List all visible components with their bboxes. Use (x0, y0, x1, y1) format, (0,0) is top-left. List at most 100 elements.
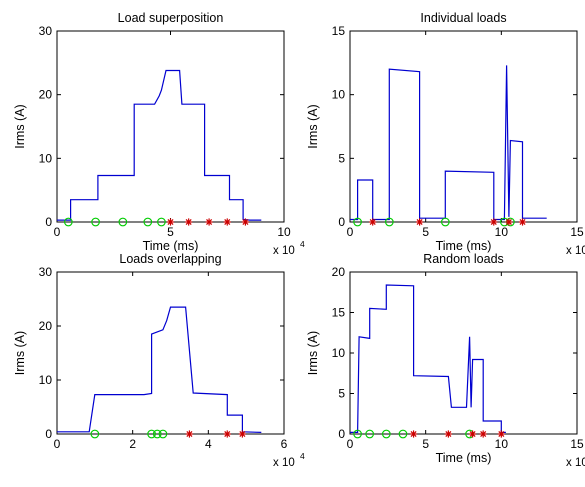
on-event-marker (143, 217, 153, 227)
off-event-marker (238, 430, 246, 438)
on-event-marker (90, 429, 100, 439)
x-multiplier-label: x 10 (273, 457, 295, 469)
on-event-marker (63, 217, 73, 227)
x-tick-label: 10 (495, 437, 509, 451)
x-tick-label: 2 (129, 437, 136, 451)
series-line (57, 69, 262, 221)
x-tick-label: 10 (277, 225, 291, 239)
subplot-3: Loads overlapping 0 2 4 6 0 10 20 30 Irms (A) x 10… (13, 252, 305, 469)
y-axis-label: Irms (A) (306, 104, 320, 148)
y-tick-label: 5 (338, 151, 345, 165)
off-event-marker (505, 218, 513, 226)
off-event-marker (490, 218, 498, 226)
off-event-marker (205, 218, 213, 226)
on-event-marker (118, 217, 128, 227)
off-event-marker (416, 218, 424, 226)
series-line (350, 65, 547, 221)
off-event-stroke (206, 218, 213, 226)
y-tick-label: 20 (332, 265, 346, 279)
on-event-marker (381, 429, 391, 439)
on-event-marker (353, 429, 362, 439)
y-tick-label: 5 (338, 387, 345, 401)
axes-box (349, 30, 578, 223)
y-axis-label: Irms (A) (13, 104, 27, 148)
off-event-marker (223, 430, 231, 438)
off-event-stroke (410, 430, 417, 438)
subplot-title: Random loads (423, 252, 504, 266)
off-event-marker (468, 430, 477, 438)
y-tick-label: 10 (332, 346, 346, 360)
axes-box (56, 30, 285, 223)
y-axis-label: Irms (A) (13, 331, 27, 375)
off-event-marker (166, 218, 175, 226)
y-tick-label: 0 (338, 427, 345, 441)
y-tick-label: 0 (45, 427, 52, 441)
off-event-stroke (224, 218, 231, 226)
on-event-marker (152, 429, 162, 439)
x-multiplier-exponent: 4 (300, 239, 305, 249)
x-tick-label: 10 (495, 225, 509, 239)
off-event-stroke (224, 430, 231, 438)
x-tick-label: 15 (570, 437, 584, 451)
x-multiplier-label: x 10 (566, 245, 585, 257)
off-event-stroke (445, 430, 452, 438)
y-tick-label: 20 (39, 88, 53, 102)
x-tick-label: 0 (347, 225, 354, 239)
y-tick-label: 20 (39, 319, 53, 333)
y-tick-label: 30 (39, 24, 53, 38)
on-event-marker (157, 217, 166, 227)
on-event-marker (147, 429, 156, 439)
off-event-stroke (505, 218, 512, 226)
off-event-stroke (469, 430, 476, 438)
on-event-marker (398, 429, 408, 439)
x-multiplier-exponent: 4 (300, 451, 305, 461)
off-event-stroke (416, 218, 423, 226)
on-event-marker (365, 429, 375, 439)
off-event-marker (185, 218, 193, 226)
subplot-title: Load superposition (118, 11, 224, 25)
on-event-marker (158, 429, 168, 439)
y-tick-label: 10 (332, 88, 346, 102)
x-axis-label: Time (ms) (143, 239, 199, 253)
x-tick-label: 5 (422, 225, 429, 239)
off-event-stroke (490, 218, 497, 226)
on-event-marker (384, 217, 394, 227)
x-tick-label: 5 (167, 225, 174, 239)
x-tick-label: 0 (54, 437, 61, 451)
axes-box (349, 271, 578, 435)
off-event-marker (409, 430, 418, 438)
subplot-title: Individual loads (420, 11, 506, 25)
off-event-stroke (185, 218, 192, 226)
y-tick-label: 15 (332, 24, 346, 38)
off-event-stroke (167, 218, 174, 226)
x-axis-label: Time (ms) (436, 239, 492, 253)
axes-box (56, 271, 285, 435)
off-event-marker (369, 218, 377, 226)
on-event-marker (353, 217, 362, 227)
on-event-marker (440, 217, 450, 227)
x-axis-label: Time (ms) (436, 451, 492, 465)
x-multiplier-label: x 10 (273, 245, 295, 257)
series-line (57, 306, 262, 433)
x-tick-label: 5 (422, 437, 429, 451)
off-event-stroke (186, 430, 193, 438)
off-event-marker (223, 218, 231, 226)
subplot-title: Loads overlapping (119, 252, 221, 266)
off-event-stroke (369, 218, 376, 226)
off-event-stroke (498, 430, 505, 438)
y-tick-label: 10 (39, 373, 53, 387)
x-tick-label: 0 (347, 437, 354, 451)
subplot-4: Random loads 0 5 10 15 0 5 10 15 20 Time (ms) Irms … (306, 252, 585, 469)
subplot-1: Load superposition 0 5 10 0 10 20 30 Time (ms) Ir… (13, 11, 305, 257)
subplot-2: Individual loads 0 5 10 15 0 5 10 15 Time (ms) Irm… (306, 11, 585, 257)
y-tick-label: 30 (39, 265, 53, 279)
off-event-stroke (242, 218, 249, 226)
off-event-marker (241, 218, 250, 226)
x-tick-label: 4 (205, 437, 212, 451)
off-event-stroke (239, 430, 246, 438)
x-tick-label: 15 (570, 225, 584, 239)
off-event-stroke (480, 430, 487, 438)
y-axis-label: Irms (A) (306, 331, 320, 375)
on-event-marker (91, 217, 100, 227)
